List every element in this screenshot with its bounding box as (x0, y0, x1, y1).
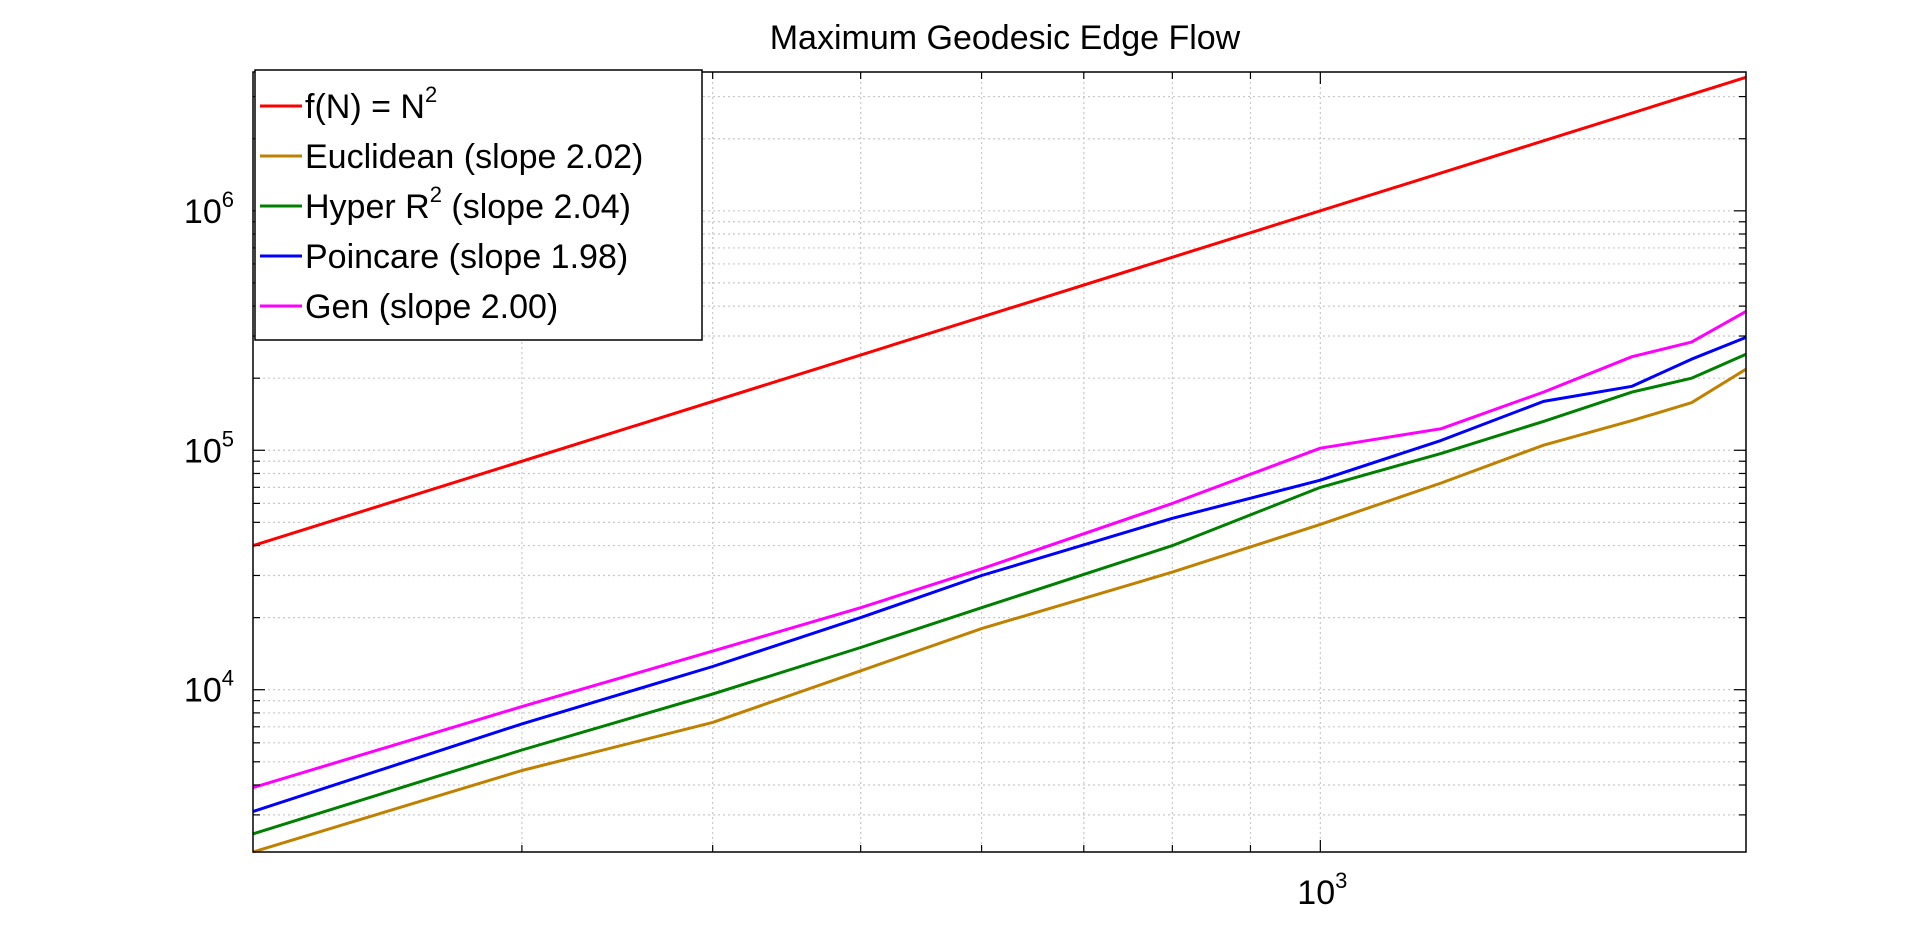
legend-label: Gen (slope 2.00) (305, 288, 558, 326)
legend-label: Euclidean (slope 2.02) (305, 138, 643, 176)
legend-label: Hyper R2 (slope 2.04) (305, 182, 631, 226)
series-line-2 (252, 352, 1747, 836)
plot-area-border (252, 71, 1747, 853)
grid (253, 72, 1746, 852)
legend-label: Poincare (slope 1.98) (305, 238, 628, 276)
series-line-3 (252, 336, 1747, 813)
chart-title: Maximum Geodesic Edge Flow (770, 19, 1241, 57)
legend: f(N) = N2 Euclidean (slope 2.02) Hyper R2 … (254, 69, 703, 341)
y-tick-label: 106 (184, 187, 234, 231)
y-tick-label: 104 (184, 666, 234, 710)
tick-labels: 104 105 106 103 (184, 187, 1347, 912)
axes (252, 71, 1747, 853)
legend-box (254, 69, 703, 341)
series-line-0 (252, 75, 1747, 548)
x-tick-label: 103 (1297, 868, 1347, 912)
series-line-1 (252, 367, 1747, 854)
y-tick-label: 105 (184, 426, 234, 470)
legend-label: f(N) = N2 (305, 82, 437, 126)
series-line-4 (252, 310, 1747, 790)
series-lines (252, 75, 1747, 854)
